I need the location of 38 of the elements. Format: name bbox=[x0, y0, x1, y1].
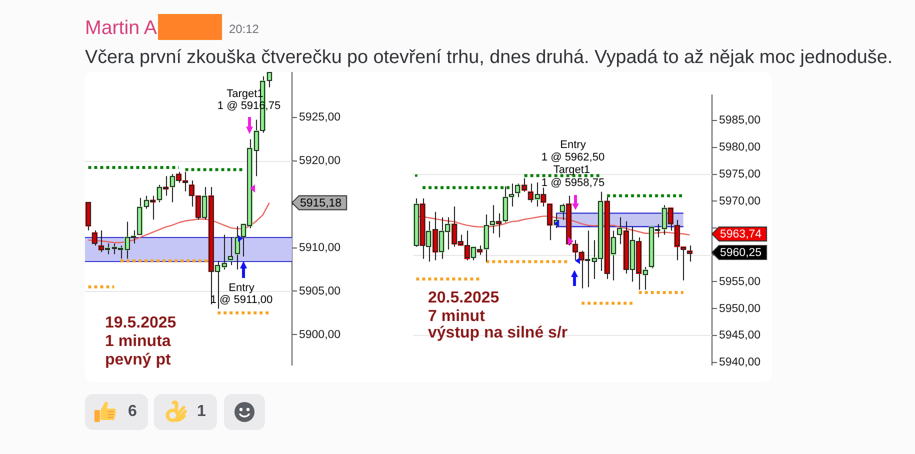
text: Martin A bbox=[85, 17, 157, 39]
candlestick bbox=[234, 226, 240, 270]
candlestick bbox=[228, 236, 234, 266]
annotation: 20.5.2025 bbox=[428, 290, 500, 307]
candlestick bbox=[92, 230, 98, 246]
text: 5915,18 bbox=[300, 197, 342, 210]
annotation: 1 minuta bbox=[105, 332, 171, 350]
text: 1 bbox=[197, 402, 206, 422]
y-tick-label: 5975,00 bbox=[719, 168, 761, 180]
y-tick-label: 5900,00 bbox=[299, 328, 341, 341]
annotation: Target1 bbox=[553, 164, 590, 176]
y-tick-label: 5920,00 bbox=[299, 155, 341, 168]
text: 5960,25 bbox=[720, 247, 762, 260]
y-tick-label: 5910,00 bbox=[299, 242, 341, 254]
annotation: Entry bbox=[560, 139, 586, 152]
y-tick-label: 5985,00 bbox=[719, 114, 761, 127]
text: Včera první zkouška čtverečku po otevření trhu, dnes druhá. Vypadá to až nějak moc jednoduše. bbox=[85, 46, 893, 67]
reaction-button[interactable] bbox=[85, 394, 148, 430]
y-tick-label: 5980,00 bbox=[719, 142, 761, 154]
y-tick-label: 5950,00 bbox=[719, 302, 761, 315]
annotation: 7 minut bbox=[428, 308, 486, 326]
annotation: výstup na silné s/r bbox=[428, 324, 568, 342]
y-tick-label: 5945,00 bbox=[719, 330, 761, 342]
text: 5963,74 bbox=[720, 228, 762, 241]
annotation: Entry bbox=[228, 282, 255, 294]
text: 20:12 bbox=[228, 22, 259, 36]
y-tick-label: 5955,00 bbox=[719, 276, 761, 288]
annotation: pevný pt bbox=[105, 351, 172, 368]
annotation: 1 @ 5962,50 bbox=[541, 152, 605, 164]
annotation: 19.5.2025 bbox=[105, 314, 176, 332]
text: 6 bbox=[128, 402, 137, 422]
add-reaction-button[interactable] bbox=[224, 394, 265, 430]
candlestick bbox=[686, 244, 693, 262]
y-tick-label: 5970,00 bbox=[719, 195, 761, 208]
y-tick-label: 5925,00 bbox=[299, 112, 341, 124]
annotation: 1 @ 5958,75 bbox=[541, 177, 605, 190]
y-tick-label: 5905,00 bbox=[299, 285, 341, 298]
y-tick-label: 5940,00 bbox=[719, 356, 761, 368]
